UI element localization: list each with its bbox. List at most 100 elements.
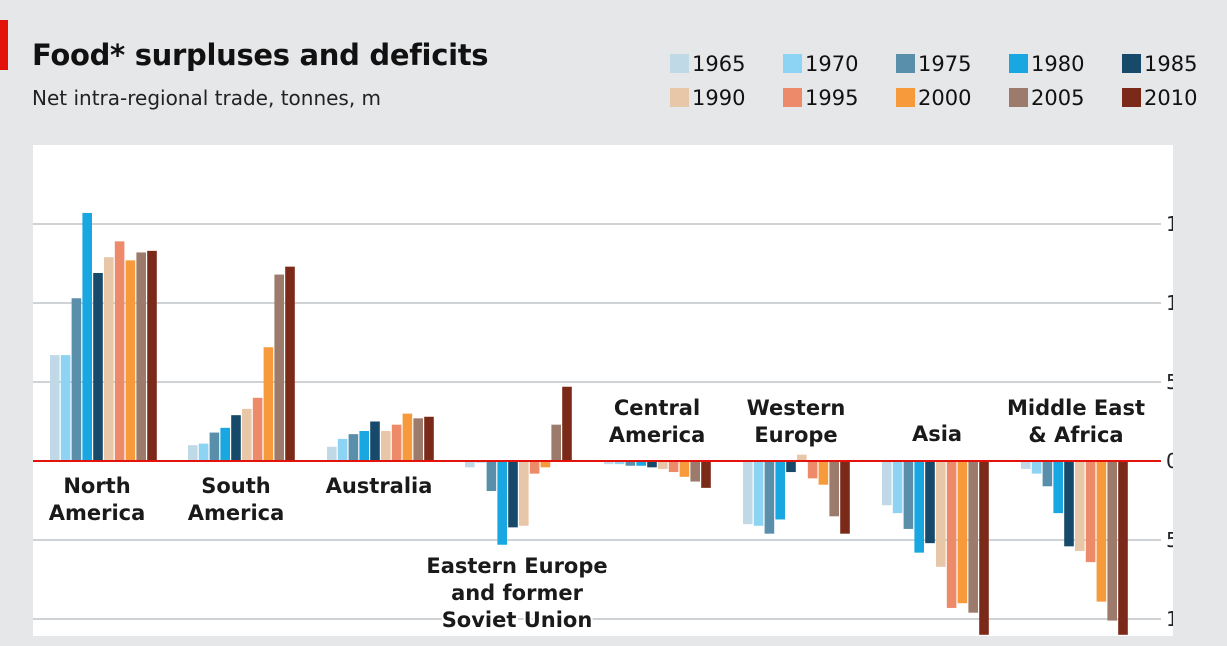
bar-1970-6 [753, 461, 764, 526]
bar-1970-3 [337, 438, 348, 461]
legend-label: 1965 [692, 52, 746, 76]
bar-2010-4 [562, 386, 572, 461]
bar-1985-8 [1064, 461, 1074, 547]
bar-1995-7 [946, 461, 957, 608]
bar-1995-4 [529, 461, 540, 474]
bar-1965-3 [327, 446, 337, 461]
category-label: Eastern Europe and former Soviet Union [426, 554, 607, 632]
bar-1980-3 [359, 430, 369, 461]
legend-label: 1995 [805, 86, 859, 110]
y-tick-label: 50 [1166, 370, 1173, 394]
legend-item-1970: 1970 [783, 52, 858, 78]
legend-item-1980: 1980 [1009, 52, 1084, 78]
bar-1990-4 [519, 461, 529, 526]
bar-1975-4 [486, 461, 497, 492]
category-label: Western Europe [747, 396, 846, 447]
legend-item-2000: 2000 [896, 86, 971, 112]
bar-2010-5 [701, 461, 711, 488]
bar-1980-1 [82, 212, 92, 461]
category-label: Asia [912, 422, 962, 446]
bar-1990-5 [658, 461, 668, 469]
bar-1985-1 [93, 272, 103, 461]
bar-1990-1 [104, 257, 114, 461]
bar-2000-4 [540, 461, 551, 468]
bar-1995-2 [252, 397, 263, 461]
bar-1995-1 [114, 241, 125, 461]
bar-1965-4 [465, 461, 475, 468]
bar-2000-1 [125, 260, 136, 461]
bar-1980-5 [636, 461, 646, 466]
y-tick-label: 150 [1166, 212, 1173, 236]
legend-item-1975: 1975 [896, 52, 971, 78]
bar-2005-8 [1107, 461, 1117, 621]
bar-1980-4 [497, 461, 507, 545]
bar-1975-2 [209, 432, 220, 461]
bar-1980-8 [1053, 461, 1063, 514]
bar-1970-5 [614, 461, 625, 465]
bar-1990-7 [936, 461, 946, 567]
bar-1985-5 [647, 461, 657, 468]
bar-1990-3 [381, 430, 391, 461]
legend-item-2005: 2005 [1009, 86, 1084, 112]
bar-1985-6 [786, 461, 796, 473]
bar-2000-3 [402, 413, 413, 461]
legend-swatch [783, 88, 802, 107]
bar-1970-1 [60, 355, 71, 461]
y-tick-label: 50 [1166, 528, 1173, 552]
bar-2010-2 [285, 266, 295, 461]
bar-2000-5 [679, 461, 690, 477]
bar-1975-5 [625, 461, 636, 466]
bar-1980-6 [775, 461, 785, 520]
y-tick-label: 100 [1166, 607, 1173, 631]
bar-1970-2 [198, 443, 209, 461]
legend-swatch [896, 88, 915, 107]
bar-2000-7 [957, 461, 968, 604]
legend-label: 2005 [1031, 86, 1085, 110]
bar-2005-4 [551, 424, 561, 461]
legend-item-1990: 1990 [670, 86, 745, 112]
chart-subtitle: Net intra-regional trade, tonnes, m [32, 86, 382, 110]
bar-1965-1 [50, 355, 60, 461]
bar-1985-7 [925, 461, 935, 544]
bar-chart: 15010050050100+–NorthAmericaSouthAmerica… [33, 212, 1173, 635]
bar-2010-1 [147, 250, 157, 461]
legend-item-1995: 1995 [783, 86, 858, 112]
legend-label: 2010 [1144, 86, 1198, 110]
legend-label: 1975 [918, 52, 972, 76]
bar-1975-7 [903, 461, 914, 529]
legend-label: 1980 [1031, 52, 1085, 76]
legend-swatch [783, 54, 802, 73]
bar-1990-8 [1075, 461, 1085, 552]
bar-2010-8 [1118, 461, 1128, 635]
bar-1990-2 [242, 408, 252, 461]
category-label: Australia [326, 474, 433, 498]
bar-1985-2 [231, 415, 241, 461]
bar-2005-7 [968, 461, 978, 613]
bar-1995-3 [391, 424, 402, 461]
bar-1995-6 [807, 461, 818, 479]
bar-1970-8 [1031, 461, 1042, 474]
bar-1985-3 [370, 421, 380, 461]
bar-1980-2 [220, 427, 230, 461]
bar-1965-8 [1021, 461, 1031, 469]
legend-swatch [1009, 54, 1028, 73]
bar-1965-5 [604, 461, 614, 465]
legend-swatch [670, 88, 689, 107]
legend-label: 2000 [918, 86, 972, 110]
bar-2005-1 [136, 252, 146, 461]
bar-2010-6 [840, 461, 850, 534]
bar-2000-6 [818, 461, 829, 485]
bar-1965-7 [882, 461, 892, 506]
bar-2010-3 [424, 416, 434, 461]
legend-swatch [1122, 88, 1141, 107]
legend-swatch [896, 54, 915, 73]
bar-2010-7 [979, 461, 989, 635]
bar-1980-7 [914, 461, 924, 553]
y-tick-label: 0 [1166, 449, 1173, 473]
legend-label: 1970 [805, 52, 859, 76]
bar-2005-6 [829, 461, 839, 517]
chart-title: Food* surpluses and deficits [32, 38, 489, 72]
bar-1970-7 [892, 461, 903, 514]
legend-label: 1990 [692, 86, 746, 110]
bar-1965-6 [743, 461, 753, 525]
